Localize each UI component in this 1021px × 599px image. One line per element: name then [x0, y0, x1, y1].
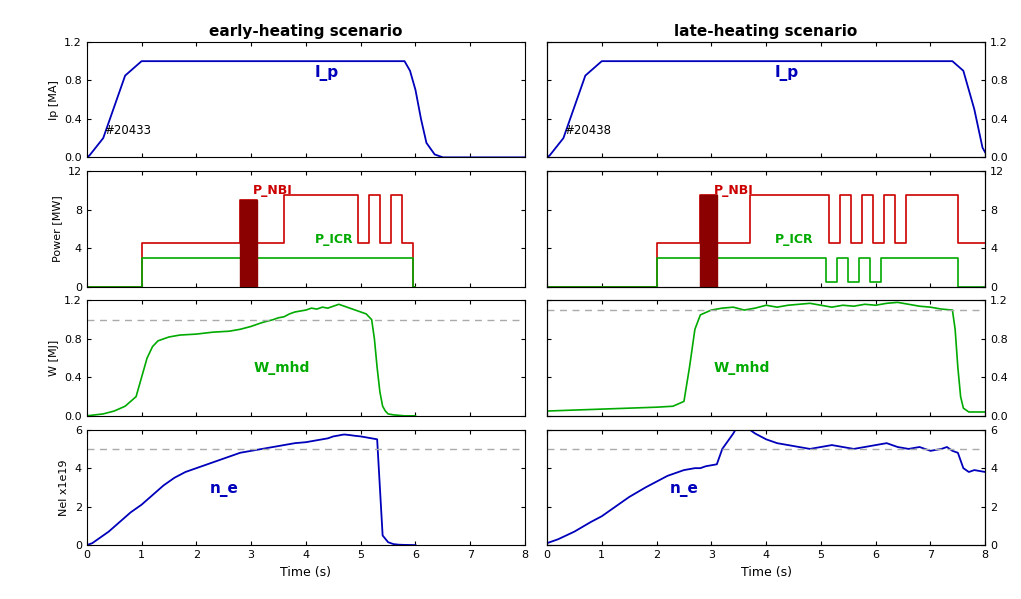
Text: #20438: #20438: [565, 124, 612, 137]
Text: P_ICR: P_ICR: [775, 233, 814, 246]
Y-axis label: Power [MW]: Power [MW]: [52, 195, 62, 262]
Text: n_e: n_e: [209, 482, 238, 497]
Title: late-heating scenario: late-heating scenario: [675, 25, 858, 40]
Text: n_e: n_e: [670, 482, 698, 497]
Text: P_NBI: P_NBI: [714, 184, 753, 197]
Text: I_p: I_p: [775, 65, 799, 80]
Text: I_p: I_p: [314, 65, 339, 80]
Title: early-heating scenario: early-heating scenario: [209, 25, 402, 40]
Text: W_mhd: W_mhd: [253, 361, 309, 375]
X-axis label: Time (s): Time (s): [281, 565, 332, 579]
X-axis label: Time (s): Time (s): [740, 565, 791, 579]
Text: #20433: #20433: [104, 124, 151, 137]
Y-axis label: Nel x1e19: Nel x1e19: [59, 459, 69, 516]
Text: P_ICR: P_ICR: [314, 233, 353, 246]
Text: W_mhd: W_mhd: [714, 361, 770, 375]
Text: P_NBI: P_NBI: [253, 184, 293, 197]
Polygon shape: [700, 195, 717, 286]
Y-axis label: Ip [MA]: Ip [MA]: [49, 80, 58, 120]
Y-axis label: W [MJ]: W [MJ]: [49, 340, 58, 376]
Polygon shape: [240, 200, 256, 286]
